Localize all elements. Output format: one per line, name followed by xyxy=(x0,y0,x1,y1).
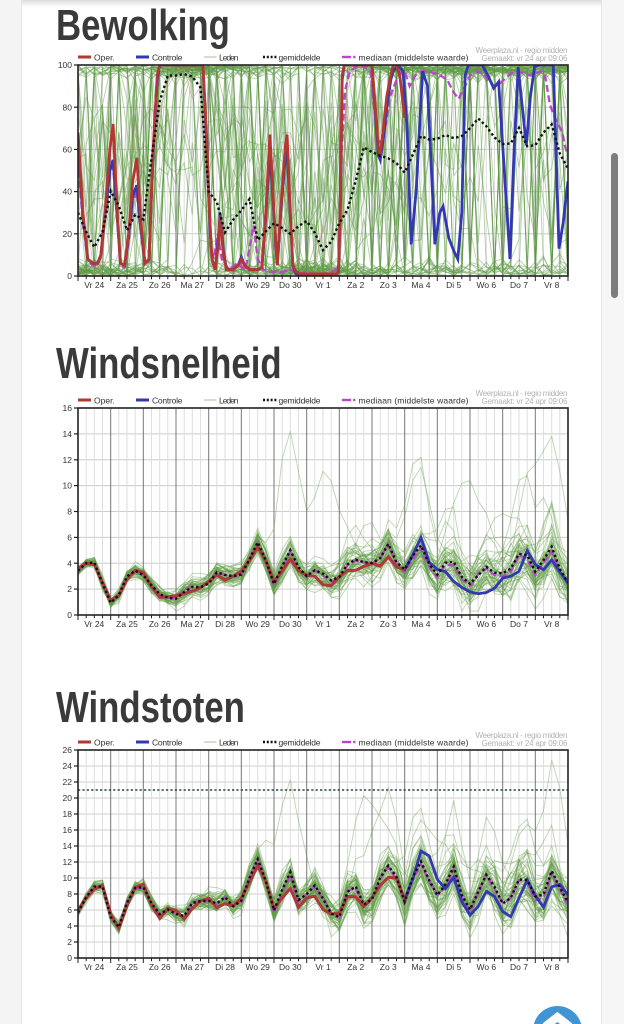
svg-text:Di 28: Di 28 xyxy=(215,280,235,290)
svg-text:0: 0 xyxy=(67,953,72,963)
svg-text:Zo 26: Zo 26 xyxy=(149,280,171,290)
svg-text:14: 14 xyxy=(63,429,73,439)
svg-text:Wo 6: Wo 6 xyxy=(476,280,496,290)
svg-text:6: 6 xyxy=(67,905,72,915)
svg-text:Controle: Controle xyxy=(152,396,183,406)
svg-text:Controle: Controle xyxy=(152,53,183,63)
svg-text:Weerplaza.nl - regio midden: Weerplaza.nl - regio midden xyxy=(476,731,568,740)
svg-text:Weerplaza.nl - regio midden: Weerplaza.nl - regio midden xyxy=(476,389,568,398)
svg-text:14: 14 xyxy=(63,841,73,851)
svg-text:Oper.: Oper. xyxy=(94,738,115,748)
svg-text:mediaan (middelste waarde): mediaan (middelste waarde) xyxy=(359,396,469,406)
svg-text:Do 30: Do 30 xyxy=(279,962,302,972)
svg-text:gemiddelde: gemiddelde xyxy=(279,738,321,748)
svg-text:26: 26 xyxy=(63,745,73,755)
svg-text:mediaan (middelste waarde): mediaan (middelste waarde) xyxy=(359,53,469,63)
svg-text:Ma 4: Ma 4 xyxy=(412,280,431,290)
svg-text:Leden: Leden xyxy=(219,53,239,63)
svg-text:Leden: Leden xyxy=(219,396,239,406)
svg-text:Wo 29: Wo 29 xyxy=(245,962,270,972)
svg-text:Di 5: Di 5 xyxy=(446,619,461,629)
svg-text:18: 18 xyxy=(63,809,73,819)
svg-text:8: 8 xyxy=(67,889,72,899)
svg-text:Oper.: Oper. xyxy=(94,396,115,406)
svg-text:Za 25: Za 25 xyxy=(116,280,138,290)
svg-text:Di 28: Di 28 xyxy=(215,962,235,972)
svg-text:Ma 27: Ma 27 xyxy=(180,962,204,972)
svg-text:Zo 3: Zo 3 xyxy=(380,280,397,290)
svg-text:Wo 6: Wo 6 xyxy=(476,619,496,629)
svg-text:Ma 4: Ma 4 xyxy=(412,619,431,629)
svg-text:10: 10 xyxy=(63,873,73,883)
svg-text:24: 24 xyxy=(63,761,73,771)
svg-text:Gemaakt: vr 24 apr 09:06: Gemaakt: vr 24 apr 09:06 xyxy=(482,54,569,63)
svg-text:Di 5: Di 5 xyxy=(446,962,461,972)
svg-text:Vr 1: Vr 1 xyxy=(315,962,331,972)
svg-text:Za 2: Za 2 xyxy=(347,962,364,972)
svg-text:Vr 8: Vr 8 xyxy=(544,619,560,629)
svg-text:Vr 24: Vr 24 xyxy=(84,962,104,972)
svg-text:Do 7: Do 7 xyxy=(510,962,528,972)
svg-text:Wo 29: Wo 29 xyxy=(245,280,270,290)
svg-text:16: 16 xyxy=(63,403,73,413)
svg-text:16: 16 xyxy=(63,825,73,835)
svg-text:40: 40 xyxy=(63,187,73,197)
svg-text:12: 12 xyxy=(63,455,73,465)
svg-text:Wo 6: Wo 6 xyxy=(476,962,496,972)
svg-text:22: 22 xyxy=(63,777,73,787)
svg-text:Vr 24: Vr 24 xyxy=(84,280,104,290)
svg-text:100: 100 xyxy=(58,60,72,70)
svg-text:Do 30: Do 30 xyxy=(279,619,302,629)
svg-text:80: 80 xyxy=(63,102,73,112)
svg-text:Vr 8: Vr 8 xyxy=(544,962,560,972)
svg-text:20: 20 xyxy=(63,229,73,239)
svg-text:8: 8 xyxy=(67,507,72,517)
svg-text:Vr 1: Vr 1 xyxy=(315,280,331,290)
svg-text:Vr 24: Vr 24 xyxy=(84,619,104,629)
svg-text:Ma 4: Ma 4 xyxy=(412,962,431,972)
svg-text:Vr 1: Vr 1 xyxy=(315,619,331,629)
svg-text:Di 28: Di 28 xyxy=(215,619,235,629)
svg-text:6: 6 xyxy=(67,533,72,543)
svg-text:gemiddelde: gemiddelde xyxy=(279,396,321,406)
svg-text:Do 30: Do 30 xyxy=(279,280,302,290)
svg-text:Zo 26: Zo 26 xyxy=(149,619,171,629)
svg-text:Di 5: Di 5 xyxy=(446,280,461,290)
svg-text:Do 7: Do 7 xyxy=(510,280,528,290)
svg-text:Zo 3: Zo 3 xyxy=(380,619,397,629)
svg-text:0: 0 xyxy=(67,610,72,620)
svg-text:0: 0 xyxy=(67,271,72,281)
svg-text:Za 25: Za 25 xyxy=(116,962,138,972)
svg-text:Weerplaza.nl - regio midden: Weerplaza.nl - regio midden xyxy=(476,46,568,55)
svg-text:Za 25: Za 25 xyxy=(116,619,138,629)
svg-text:gemiddelde: gemiddelde xyxy=(279,53,321,63)
svg-text:Ma 27: Ma 27 xyxy=(180,619,204,629)
svg-text:Za 2: Za 2 xyxy=(347,619,364,629)
svg-text:2: 2 xyxy=(67,937,72,947)
svg-text:Ma 27: Ma 27 xyxy=(180,280,204,290)
svg-text:10: 10 xyxy=(63,481,73,491)
svg-text:Wo 29: Wo 29 xyxy=(245,619,270,629)
svg-text:12: 12 xyxy=(63,857,73,867)
svg-text:Zo 26: Zo 26 xyxy=(149,962,171,972)
svg-text:Za 2: Za 2 xyxy=(347,280,364,290)
svg-text:Do 7: Do 7 xyxy=(510,619,528,629)
svg-text:Vr 8: Vr 8 xyxy=(544,280,560,290)
svg-text:20: 20 xyxy=(63,793,73,803)
svg-text:Gemaakt: vr 24 apr 09:06: Gemaakt: vr 24 apr 09:06 xyxy=(482,397,569,406)
svg-text:Gemaakt: vr 24 apr 09:06: Gemaakt: vr 24 apr 09:06 xyxy=(482,739,569,748)
svg-text:4: 4 xyxy=(67,921,72,931)
svg-text:mediaan (middelste waarde): mediaan (middelste waarde) xyxy=(359,738,469,748)
svg-text:Zo 3: Zo 3 xyxy=(380,962,397,972)
svg-text:2: 2 xyxy=(67,584,72,594)
svg-text:Leden: Leden xyxy=(219,738,239,748)
svg-text:4: 4 xyxy=(67,558,72,568)
svg-text:Oper.: Oper. xyxy=(94,53,115,63)
svg-text:Controle: Controle xyxy=(152,738,183,748)
svg-text:60: 60 xyxy=(63,145,73,155)
